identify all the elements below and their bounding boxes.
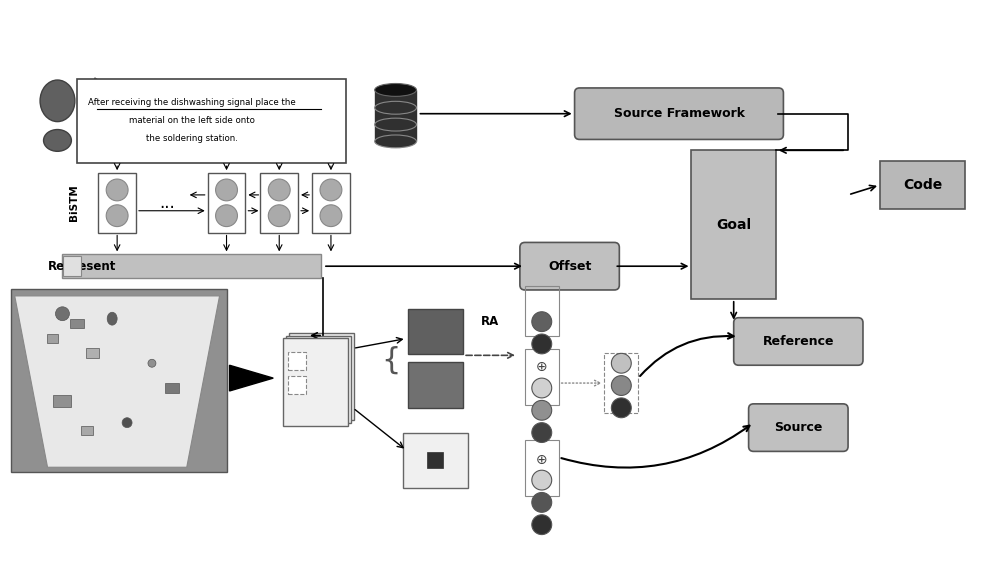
Ellipse shape bbox=[320, 179, 342, 201]
Ellipse shape bbox=[320, 205, 342, 227]
Bar bbox=[289, 332, 354, 420]
Ellipse shape bbox=[268, 179, 290, 201]
Bar bbox=[408, 362, 463, 408]
Bar bbox=[63, 257, 81, 276]
Bar bbox=[165, 383, 179, 393]
Bar bbox=[62, 254, 321, 278]
Ellipse shape bbox=[55, 307, 69, 321]
Bar bbox=[408, 309, 463, 354]
Text: Source: Source bbox=[774, 421, 823, 434]
Ellipse shape bbox=[532, 401, 552, 420]
FancyBboxPatch shape bbox=[520, 242, 619, 290]
Bar bbox=[288, 352, 306, 370]
Bar bbox=[880, 161, 965, 209]
Ellipse shape bbox=[375, 135, 416, 148]
Bar bbox=[375, 90, 416, 141]
Ellipse shape bbox=[532, 312, 552, 332]
Ellipse shape bbox=[216, 205, 237, 227]
Text: Represent: Represent bbox=[48, 259, 116, 273]
Bar bbox=[283, 339, 348, 426]
Bar bbox=[604, 354, 638, 413]
Bar bbox=[47, 333, 58, 343]
FancyBboxPatch shape bbox=[575, 88, 783, 139]
Bar bbox=[288, 376, 306, 394]
Bar bbox=[403, 433, 468, 488]
Ellipse shape bbox=[148, 359, 156, 367]
Text: material on the left side onto: material on the left side onto bbox=[129, 116, 255, 125]
Bar bbox=[260, 173, 298, 232]
Bar bbox=[525, 440, 559, 496]
FancyBboxPatch shape bbox=[734, 317, 863, 365]
Ellipse shape bbox=[611, 398, 631, 418]
Bar bbox=[312, 173, 350, 232]
Bar bbox=[70, 319, 84, 328]
Text: Offset: Offset bbox=[548, 259, 591, 273]
Bar bbox=[53, 395, 71, 407]
Text: Goal: Goal bbox=[716, 218, 751, 232]
Ellipse shape bbox=[532, 470, 552, 490]
Text: ...: ... bbox=[159, 194, 175, 212]
Ellipse shape bbox=[106, 179, 128, 201]
Ellipse shape bbox=[375, 83, 416, 96]
Bar bbox=[77, 79, 346, 162]
Text: ⊕: ⊕ bbox=[536, 453, 548, 467]
Bar bbox=[98, 173, 136, 232]
Ellipse shape bbox=[532, 334, 552, 354]
Text: Source Framework: Source Framework bbox=[614, 107, 745, 120]
Ellipse shape bbox=[532, 515, 552, 534]
Text: ⊕: ⊕ bbox=[536, 360, 548, 374]
Bar bbox=[525, 286, 559, 336]
Text: the soldering station.: the soldering station. bbox=[146, 134, 238, 143]
Text: RA: RA bbox=[481, 315, 499, 328]
Ellipse shape bbox=[268, 205, 290, 227]
Text: Code: Code bbox=[903, 178, 942, 192]
Bar bbox=[286, 336, 351, 422]
Ellipse shape bbox=[40, 80, 75, 122]
Bar bbox=[86, 348, 99, 358]
Bar bbox=[691, 150, 776, 299]
Bar bbox=[81, 426, 93, 435]
Ellipse shape bbox=[106, 205, 128, 227]
Bar bbox=[427, 452, 443, 468]
Polygon shape bbox=[15, 296, 220, 467]
Ellipse shape bbox=[44, 130, 71, 152]
Polygon shape bbox=[230, 365, 273, 391]
Ellipse shape bbox=[532, 492, 552, 513]
Ellipse shape bbox=[107, 312, 117, 325]
Ellipse shape bbox=[611, 354, 631, 373]
Ellipse shape bbox=[375, 118, 416, 131]
Ellipse shape bbox=[611, 375, 631, 395]
Bar bbox=[11, 289, 227, 472]
Text: BiSTM: BiSTM bbox=[69, 184, 79, 221]
Ellipse shape bbox=[216, 179, 237, 201]
Bar bbox=[208, 173, 245, 232]
Bar bbox=[525, 350, 559, 405]
Text: Reference: Reference bbox=[763, 335, 834, 348]
FancyBboxPatch shape bbox=[749, 404, 848, 451]
Ellipse shape bbox=[532, 422, 552, 443]
Ellipse shape bbox=[375, 102, 416, 114]
Ellipse shape bbox=[532, 378, 552, 398]
Text: After receiving the dishwashing signal place the: After receiving the dishwashing signal p… bbox=[88, 98, 296, 107]
Text: {: { bbox=[381, 346, 400, 375]
Ellipse shape bbox=[122, 418, 132, 428]
